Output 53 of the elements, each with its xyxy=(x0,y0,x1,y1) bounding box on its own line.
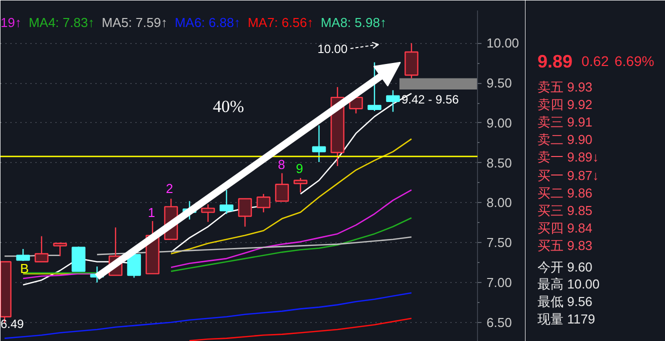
text: 卖四 9.92 xyxy=(538,97,592,112)
annotation: B xyxy=(20,261,29,276)
y-tick-label: 6.50 xyxy=(486,314,512,330)
text: 9.89 0.62 6.69% xyxy=(538,51,654,72)
line-series xyxy=(188,318,412,341)
annotation: 1 xyxy=(148,205,156,220)
annotation: 8 xyxy=(278,157,286,172)
y-tick-label: 8.50 xyxy=(486,155,512,170)
y-tick-label: 9.00 xyxy=(486,115,512,130)
annotation: 9 xyxy=(296,161,304,176)
text: 买一 9.87↓ xyxy=(538,168,599,184)
candlestick xyxy=(386,90,400,112)
candlestick xyxy=(238,198,252,228)
candlestick xyxy=(275,172,289,202)
text: MA5: 7.59↑ xyxy=(102,15,168,30)
candlestick xyxy=(404,42,418,79)
annotation: MA8: 5.98↑ xyxy=(320,15,386,30)
annotation: 6.49 xyxy=(0,317,24,331)
candlestick xyxy=(220,189,234,214)
text: 买四 9.84 xyxy=(538,220,592,236)
text: 19↑ xyxy=(0,15,22,30)
y-tick-label: 7.00 xyxy=(486,274,512,290)
candlestick xyxy=(127,254,141,278)
text: MA6: 6.88↑ xyxy=(174,15,240,30)
y-tick-label: 9.50 xyxy=(486,76,512,91)
text: 卖一 9.89↓ xyxy=(538,150,599,165)
text: 买二 9.86 xyxy=(538,185,592,200)
y-tick-label: 10.00 xyxy=(486,36,520,51)
text: 今开 9.60 xyxy=(538,259,592,274)
candlestick xyxy=(16,248,30,262)
annotation: 40% xyxy=(212,97,244,116)
text: 买三 9.85 xyxy=(538,202,592,218)
y-tick-label: 7.50 xyxy=(486,235,512,250)
y-tick-label: 8.00 xyxy=(486,195,512,210)
text: 卖五 9.93 xyxy=(538,80,592,95)
text: 现量 1179 xyxy=(538,312,596,327)
candlestick xyxy=(294,177,308,193)
candlestick xyxy=(72,246,86,272)
annotation: 10.00 xyxy=(317,42,348,56)
candlestick xyxy=(53,242,67,257)
text: MA7: 6.56↑ xyxy=(248,15,314,30)
candlestick xyxy=(312,124,326,163)
text: 买五 9.83 xyxy=(538,238,592,253)
annotation: 2 xyxy=(166,181,174,196)
candlestick xyxy=(256,193,270,213)
text: 最低 9.56 xyxy=(538,294,592,310)
text: 卖三 9.91 xyxy=(538,114,592,130)
text: MA4: 7.83↑ xyxy=(28,15,94,30)
candlestick xyxy=(34,236,48,262)
text: 卖二 9.90 xyxy=(538,132,592,148)
candlestick xyxy=(201,204,215,222)
band-label: 9.42 - 9.56 xyxy=(401,92,460,106)
text: 最高 10.00 xyxy=(538,276,600,292)
